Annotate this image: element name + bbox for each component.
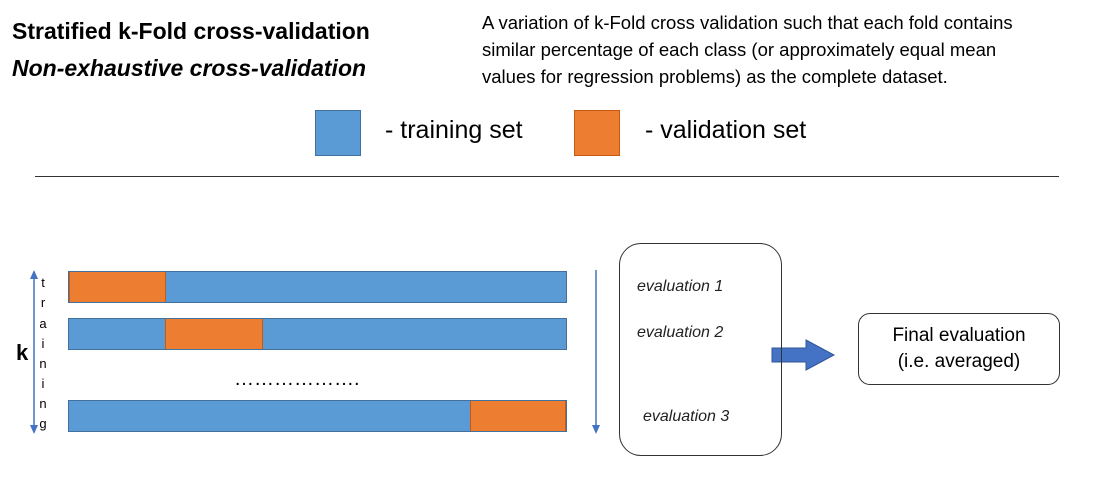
ellipsis: ………………. — [234, 368, 360, 390]
diagram-title: Stratified k-Fold cross-validation — [12, 18, 370, 44]
description: A variation of k-Fold cross validation s… — [482, 9, 1102, 90]
validation-segment — [69, 272, 166, 302]
training-letter: n — [39, 356, 47, 371]
description-line-2: similar percentage of each class (or app… — [482, 39, 997, 60]
k-axis-arrow-up-icon — [30, 270, 38, 279]
fold-row-1 — [68, 271, 567, 303]
legend-training-label: - training set — [385, 116, 523, 144]
fold-row-3 — [68, 400, 567, 432]
final-evaluation-line-1: Final evaluation — [892, 325, 1026, 346]
training-letter: t — [41, 275, 45, 290]
k-label: k — [16, 340, 29, 365]
evaluations-box — [619, 243, 782, 456]
evaluation-2: evaluation 2 — [637, 324, 724, 341]
evaluation-1: evaluation 1 — [637, 278, 724, 295]
legend-validation-label: - validation set — [645, 116, 807, 144]
k-axis-arrow-down-icon — [30, 425, 38, 434]
diagram-subtitle: Non-exhaustive cross-validation — [12, 55, 367, 81]
validation-segment — [470, 401, 566, 431]
description-line-3: values for regression problems) as the c… — [482, 66, 948, 87]
iteration-arrow-down-icon — [592, 425, 600, 434]
training-letter: r — [40, 295, 46, 310]
training-segment — [166, 272, 566, 302]
validation-segment — [165, 319, 263, 349]
training-letter: a — [39, 316, 47, 331]
legend-training-swatch — [315, 110, 361, 156]
final-evaluation-box: Final evaluation (i.e. averaged) — [858, 313, 1060, 385]
training-letter: n — [39, 396, 47, 411]
description-line-1: A variation of k-Fold cross validation s… — [482, 12, 1013, 33]
legend-validation-swatch — [574, 110, 620, 156]
training-segment — [69, 401, 470, 431]
evaluation-3: evaluation 3 — [643, 408, 730, 425]
training-segment — [69, 319, 165, 349]
divider-line — [35, 176, 1059, 177]
final-evaluation-line-2: (i.e. averaged) — [897, 351, 1021, 372]
to-final-arrow-icon — [771, 339, 836, 371]
training-letter: i — [41, 336, 45, 351]
fold-row-2 — [68, 318, 567, 350]
training-segment — [263, 319, 566, 349]
training-letter: i — [41, 376, 45, 391]
training-letter: g — [39, 416, 47, 431]
